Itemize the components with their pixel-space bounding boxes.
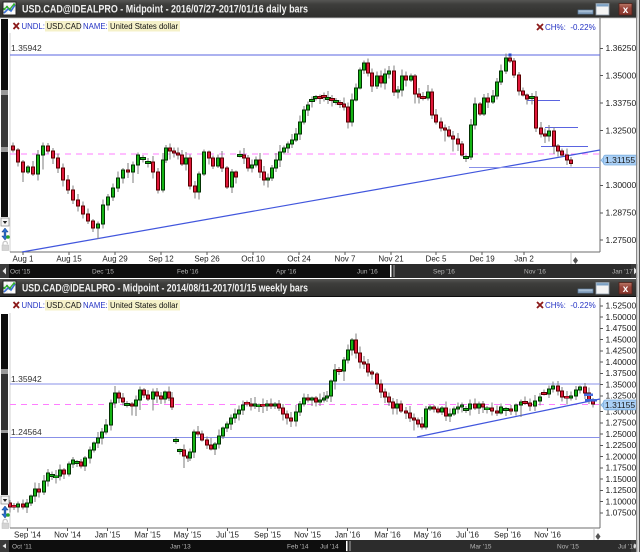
svg-text:1.45000: 1.45000: [606, 334, 637, 344]
svg-text:Oct 24: Oct 24: [287, 255, 311, 264]
svg-text:1.10000: 1.10000: [606, 497, 637, 507]
svg-text:Mar '15: Mar '15: [470, 544, 492, 551]
svg-text:NAME:: NAME:: [83, 301, 108, 310]
svg-text:CH%: -0.22%: CH%: -0.22%: [545, 23, 596, 32]
svg-text:Sep '16: Sep '16: [433, 269, 455, 276]
svg-text:Sep 12: Sep 12: [148, 255, 174, 264]
svg-text:May '16: May '16: [414, 531, 442, 540]
svg-text:1.27500: 1.27500: [606, 235, 637, 245]
svg-text:Jan 2: Jan 2: [514, 255, 534, 264]
svg-text:Aug 15: Aug 15: [56, 255, 82, 264]
svg-text:Apr '16: Apr '16: [276, 269, 297, 276]
svg-text:Jun '16: Jun '16: [357, 269, 378, 276]
svg-text:Sep 26: Sep 26: [194, 255, 220, 264]
svg-text:Nov '16: Nov '16: [524, 269, 546, 276]
svg-text:1.31155: 1.31155: [605, 400, 635, 410]
svg-text:United States dollar: United States dollar: [110, 22, 178, 31]
svg-text:1.42500: 1.42500: [606, 346, 637, 356]
svg-text:1.12500: 1.12500: [606, 485, 637, 495]
svg-text:Jan '15: Jan '15: [95, 531, 121, 540]
svg-text:1.24564: 1.24564: [11, 427, 42, 437]
svg-text:1.52500: 1.52500: [606, 301, 637, 311]
svg-text:1.50000: 1.50000: [606, 312, 637, 322]
svg-text:Nov '15: Nov '15: [294, 531, 321, 540]
svg-text:1.35000: 1.35000: [606, 71, 637, 81]
svg-text:Jul '16: Jul '16: [618, 544, 637, 551]
svg-text:Oct '15: Oct '15: [10, 269, 31, 276]
svg-text:Aug 1: Aug 1: [13, 255, 34, 264]
svg-text:Nov '15: Nov '15: [557, 544, 579, 551]
svg-text:1.40000: 1.40000: [606, 357, 637, 367]
svg-text:Nov '14: Nov '14: [54, 531, 81, 540]
svg-text:Nov 21: Nov 21: [378, 255, 404, 264]
svg-text:x: x: [623, 284, 629, 295]
svg-text:CH%: -0.22%: CH%: -0.22%: [545, 301, 596, 310]
svg-text:Dec 19: Dec 19: [469, 255, 495, 264]
svg-text:Jan '17: Jan '17: [612, 269, 633, 276]
svg-text:May '15: May '15: [174, 531, 202, 540]
svg-text:UNDL:: UNDL:: [22, 301, 45, 310]
svg-text:1.36250: 1.36250: [606, 43, 637, 53]
svg-text:Jan '16: Jan '16: [335, 531, 361, 540]
svg-text:USD.CAD@IDEALPRO - Midpoint -: USD.CAD@IDEALPRO - Midpoint - 2016/07/27…: [22, 4, 308, 16]
svg-text:Aug 29: Aug 29: [102, 255, 128, 264]
svg-text:1.22500: 1.22500: [606, 440, 637, 450]
svg-text:Feb '16: Feb '16: [177, 269, 199, 276]
svg-text:Nov '16: Nov '16: [534, 531, 561, 540]
svg-text:Jul '15: Jul '15: [216, 531, 239, 540]
svg-text:Jan '13: Jan '13: [170, 544, 191, 551]
svg-text:1.07500: 1.07500: [606, 508, 637, 518]
svg-text:1.35942: 1.35942: [11, 43, 42, 53]
svg-text:USD.CAD: USD.CAD: [47, 22, 82, 31]
svg-text:USD.CAD@IDEALPRO - Midpoint -: USD.CAD@IDEALPRO - Midpoint - 2014/08/11…: [22, 283, 308, 295]
svg-text:Mar '15: Mar '15: [134, 531, 161, 540]
svg-text:Jul '14: Jul '14: [320, 544, 339, 551]
svg-text:1.37500: 1.37500: [606, 368, 637, 378]
svg-text:1.17500: 1.17500: [606, 463, 637, 473]
svg-text:UNDL:: UNDL:: [22, 22, 45, 31]
svg-text:Sep '14: Sep '14: [14, 531, 41, 540]
svg-text:Dec 5: Dec 5: [426, 255, 447, 264]
svg-text:USD.CAD: USD.CAD: [47, 301, 82, 310]
svg-text:1.30000: 1.30000: [606, 180, 637, 190]
svg-text:1.35000: 1.35000: [606, 379, 637, 389]
svg-text:Mar '16: Mar '16: [374, 531, 401, 540]
svg-text:1.28750: 1.28750: [606, 208, 637, 218]
svg-text:1.25000: 1.25000: [606, 429, 637, 439]
svg-text:1.35942: 1.35942: [11, 374, 42, 384]
svg-text:1.32500: 1.32500: [606, 391, 637, 401]
svg-text:Feb '14: Feb '14: [287, 544, 309, 551]
svg-text:1.30000: 1.30000: [606, 407, 637, 417]
svg-text:Nov 7: Nov 7: [335, 255, 356, 264]
svg-text:1.20000: 1.20000: [606, 452, 637, 462]
svg-text:1.31155: 1.31155: [605, 155, 635, 165]
svg-text:Oct '11: Oct '11: [12, 544, 32, 551]
svg-text:NAME:: NAME:: [83, 22, 108, 31]
svg-text:Sep '16: Sep '16: [494, 531, 521, 540]
svg-text:Dec '15: Dec '15: [92, 269, 114, 276]
svg-text:x: x: [623, 5, 629, 16]
svg-text:1.33750: 1.33750: [606, 98, 637, 108]
svg-text:Oct 10: Oct 10: [241, 255, 265, 264]
svg-text:1.27500: 1.27500: [606, 418, 637, 428]
svg-text:1.47500: 1.47500: [606, 323, 637, 333]
svg-text:Jul '16: Jul '16: [456, 531, 479, 540]
svg-text:1.32500: 1.32500: [606, 125, 637, 135]
svg-text:United States dollar: United States dollar: [110, 301, 178, 310]
svg-text:Sep '15: Sep '15: [254, 531, 281, 540]
svg-text:1.15000: 1.15000: [606, 474, 637, 484]
